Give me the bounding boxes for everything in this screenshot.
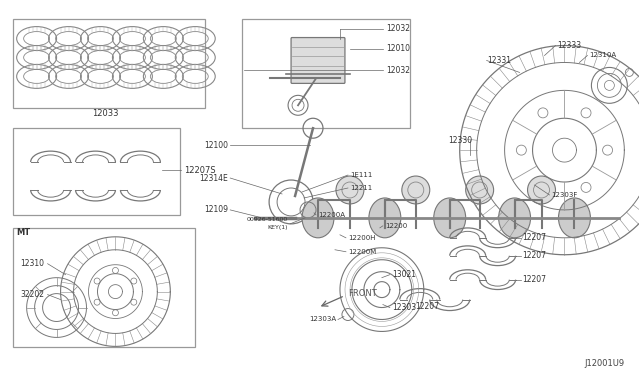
Bar [13,128,180,215]
Ellipse shape [499,198,531,238]
Text: 12032: 12032 [386,66,410,75]
Text: 12200M: 12200M [348,249,376,255]
Bar [13,19,205,108]
Bar [242,19,410,128]
Text: 12310: 12310 [20,259,45,268]
Circle shape [466,176,493,204]
Text: 12303A: 12303A [309,317,336,323]
Text: 12200: 12200 [385,223,407,229]
Ellipse shape [559,198,591,238]
Text: 12200A: 12200A [318,212,345,218]
Text: J12001U9: J12001U9 [584,359,625,368]
Circle shape [402,176,430,204]
Text: 1E111: 1E111 [350,172,372,178]
Text: 12333: 12333 [557,41,582,50]
Text: 12100: 12100 [204,141,228,150]
Text: 12303F: 12303F [552,192,578,198]
Circle shape [527,176,556,204]
Circle shape [336,176,364,204]
FancyBboxPatch shape [291,38,345,83]
Text: 12109: 12109 [204,205,228,214]
Text: 00926-51600: 00926-51600 [247,217,288,222]
Bar [13,228,195,347]
Text: 12330: 12330 [448,136,472,145]
Text: 12032: 12032 [386,24,410,33]
Text: FRONT: FRONT [348,289,377,298]
Text: 12207: 12207 [522,233,547,242]
Ellipse shape [369,198,401,238]
Ellipse shape [302,198,334,238]
Text: 12303: 12303 [392,303,416,312]
Text: 32202: 32202 [20,290,45,299]
Text: KEY(1): KEY(1) [268,225,288,230]
Text: 12331: 12331 [488,56,511,65]
Text: 12211: 12211 [350,185,372,191]
Text: MT: MT [17,228,31,237]
Text: 12207: 12207 [522,251,547,260]
Text: 13021: 13021 [392,270,416,279]
Text: 12200H: 12200H [348,235,376,241]
Text: 12207: 12207 [415,302,439,311]
Text: 12010: 12010 [386,44,410,53]
Text: 12033: 12033 [92,109,118,118]
Text: 12314E: 12314E [200,173,228,183]
Text: 12310A: 12310A [589,52,616,58]
Text: 12207: 12207 [522,275,547,284]
Text: 12207S: 12207S [184,166,216,174]
Ellipse shape [434,198,466,238]
